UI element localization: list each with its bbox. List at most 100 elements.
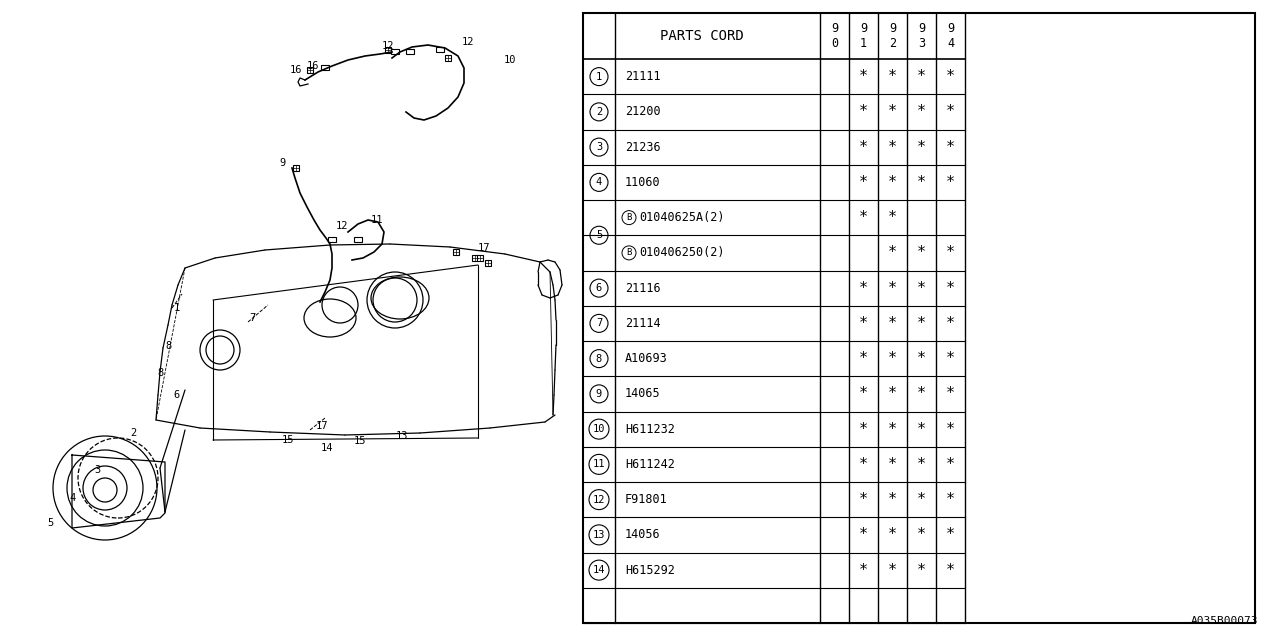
Text: H615292: H615292 xyxy=(625,564,675,577)
Text: *: * xyxy=(859,422,868,436)
Text: *: * xyxy=(859,316,868,331)
Text: *: * xyxy=(916,280,925,296)
Text: *: * xyxy=(916,457,925,472)
Text: 9: 9 xyxy=(280,158,287,168)
Text: *: * xyxy=(916,492,925,507)
Text: 3: 3 xyxy=(596,142,602,152)
Text: A035B00073: A035B00073 xyxy=(1190,616,1258,626)
Text: *: * xyxy=(946,175,955,190)
Text: *: * xyxy=(888,280,897,296)
Text: *: * xyxy=(916,316,925,331)
Text: *: * xyxy=(888,492,897,507)
Text: *: * xyxy=(916,245,925,260)
Text: 6: 6 xyxy=(596,283,602,293)
Text: *: * xyxy=(946,140,955,155)
Text: *: * xyxy=(946,280,955,296)
Text: 5: 5 xyxy=(596,230,602,240)
Text: *: * xyxy=(888,245,897,260)
Text: 21236: 21236 xyxy=(625,141,660,154)
Text: 16: 16 xyxy=(307,61,319,71)
Text: *: * xyxy=(888,527,897,542)
Text: *: * xyxy=(859,69,868,84)
Bar xyxy=(445,55,451,61)
Text: *: * xyxy=(888,563,897,578)
Bar xyxy=(321,65,329,70)
Text: 8: 8 xyxy=(165,341,172,351)
Text: 12: 12 xyxy=(462,37,475,47)
Text: 12: 12 xyxy=(381,41,394,51)
Text: 1: 1 xyxy=(174,303,180,313)
Text: 010406250(2): 010406250(2) xyxy=(639,246,724,259)
Text: 4: 4 xyxy=(70,493,76,503)
Text: *: * xyxy=(916,527,925,542)
Text: 10: 10 xyxy=(504,55,516,65)
Text: *: * xyxy=(946,69,955,84)
Text: *: * xyxy=(946,104,955,120)
Text: *: * xyxy=(916,563,925,578)
Text: F91801: F91801 xyxy=(625,493,668,506)
Bar xyxy=(406,49,413,54)
Text: 21116: 21116 xyxy=(625,282,660,294)
Text: 8: 8 xyxy=(596,354,602,364)
Text: 11060: 11060 xyxy=(625,176,660,189)
Bar xyxy=(485,260,492,266)
Text: *: * xyxy=(859,351,868,366)
Text: *: * xyxy=(916,387,925,401)
Text: 8: 8 xyxy=(157,368,163,378)
Text: 15: 15 xyxy=(353,436,366,446)
Text: *: * xyxy=(946,492,955,507)
Text: H611242: H611242 xyxy=(625,458,675,471)
Text: 21111: 21111 xyxy=(625,70,660,83)
Bar xyxy=(436,47,444,52)
Text: *: * xyxy=(946,245,955,260)
Text: *: * xyxy=(888,351,897,366)
Text: 12: 12 xyxy=(593,495,605,504)
Text: 21200: 21200 xyxy=(625,106,660,118)
Text: *: * xyxy=(888,104,897,120)
Text: 4: 4 xyxy=(596,177,602,188)
Text: B: B xyxy=(626,248,632,257)
Text: 2: 2 xyxy=(129,428,136,438)
Text: H611232: H611232 xyxy=(625,422,675,436)
Text: 7: 7 xyxy=(596,318,602,328)
Text: 9
2: 9 2 xyxy=(888,22,896,50)
Text: *: * xyxy=(946,422,955,436)
Text: 14065: 14065 xyxy=(625,387,660,401)
Text: *: * xyxy=(888,210,897,225)
Text: 14: 14 xyxy=(593,565,605,575)
Text: *: * xyxy=(859,387,868,401)
Text: 15: 15 xyxy=(282,435,294,445)
Text: 3: 3 xyxy=(93,465,100,475)
Text: *: * xyxy=(916,104,925,120)
Text: 17: 17 xyxy=(477,243,490,253)
Text: 21114: 21114 xyxy=(625,317,660,330)
Text: 17: 17 xyxy=(316,421,328,431)
Text: *: * xyxy=(859,210,868,225)
Text: *: * xyxy=(888,387,897,401)
Text: B: B xyxy=(626,213,632,222)
Text: *: * xyxy=(888,422,897,436)
Text: 01040625A(2): 01040625A(2) xyxy=(639,211,724,224)
Text: 16: 16 xyxy=(289,65,302,75)
Text: *: * xyxy=(946,316,955,331)
Text: 9
3: 9 3 xyxy=(918,22,925,50)
Text: *: * xyxy=(859,175,868,190)
Bar xyxy=(385,47,390,53)
Text: *: * xyxy=(888,457,897,472)
Text: *: * xyxy=(859,492,868,507)
Text: 6: 6 xyxy=(174,390,180,400)
Bar xyxy=(307,67,314,73)
Text: *: * xyxy=(946,527,955,542)
Text: *: * xyxy=(859,280,868,296)
Text: 11: 11 xyxy=(593,460,605,469)
Text: 5: 5 xyxy=(47,518,54,528)
Text: *: * xyxy=(888,175,897,190)
Text: 7: 7 xyxy=(248,313,255,323)
Text: 11: 11 xyxy=(371,215,383,225)
Bar xyxy=(582,13,1254,623)
Text: A10693: A10693 xyxy=(625,352,668,365)
Bar xyxy=(477,255,483,261)
Text: *: * xyxy=(859,457,868,472)
Text: 9
4: 9 4 xyxy=(947,22,954,50)
Text: 9
1: 9 1 xyxy=(860,22,867,50)
